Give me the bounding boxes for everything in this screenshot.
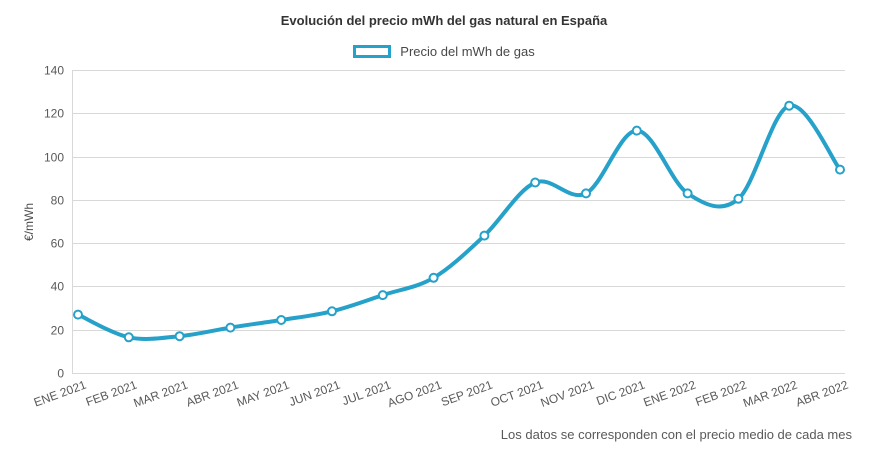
x-tick-label: MAR 2022	[741, 378, 799, 411]
y-tick-label: 60	[51, 237, 65, 251]
x-tick-label: ENE 2021	[32, 378, 88, 410]
data-point-marker[interactable]	[530, 177, 541, 188]
data-point-marker[interactable]	[225, 322, 236, 333]
y-tick-label: 120	[44, 107, 64, 121]
legend-item[interactable]: Precio del mWh de gas	[0, 44, 888, 59]
data-point-marker[interactable]	[428, 272, 439, 283]
y-axis-title: €/mWh	[22, 203, 36, 242]
x-tick-label: FEB 2021	[84, 378, 139, 410]
data-point-marker[interactable]	[174, 331, 185, 342]
data-point-marker[interactable]	[733, 193, 744, 204]
x-tick-label: JUN 2021	[287, 378, 342, 410]
data-point-marker[interactable]	[631, 125, 642, 136]
series-line	[76, 103, 842, 341]
data-point-marker[interactable]	[276, 315, 287, 325]
x-tick-label: NOV 2021	[539, 378, 597, 410]
data-point-marker[interactable]	[123, 332, 134, 343]
data-point-marker[interactable]	[682, 188, 693, 199]
x-tick-label: SEP 2021	[439, 378, 495, 410]
y-tick-label: 20	[51, 324, 65, 338]
x-tick-label: ENE 2022	[641, 378, 697, 410]
x-tick-label: OCT 2021	[489, 378, 546, 410]
x-tick-label: MAY 2021	[235, 378, 292, 410]
y-tick-label: 80	[51, 194, 65, 208]
x-tick-label: JUL 2021	[340, 378, 393, 409]
y-tick-label: 0	[57, 367, 64, 381]
chart-title: Evolución del precio mWh del gas natural…	[280, 13, 608, 28]
data-point-marker[interactable]	[581, 188, 591, 199]
data-point-marker[interactable]	[327, 306, 337, 317]
x-tick-label: MAR 2021	[132, 378, 190, 411]
data-point-marker[interactable]	[784, 100, 795, 111]
legend-swatch-icon	[353, 45, 392, 58]
data-point-marker[interactable]	[835, 164, 845, 175]
y-tick-label: 100	[44, 151, 64, 165]
y-tick-label: 140	[44, 64, 64, 78]
legend-label: Precio del mWh de gas	[400, 44, 535, 59]
x-tick-label: DIC 2021	[594, 378, 647, 409]
x-tick-label: ABR 2022	[794, 378, 850, 410]
x-tick-label: ABR 2021	[184, 378, 240, 410]
data-point-marker[interactable]	[479, 230, 490, 241]
x-tick-label: AGO 2021	[386, 378, 444, 411]
data-point-marker[interactable]	[73, 309, 83, 320]
y-tick-label: 40	[51, 280, 65, 294]
data-point-marker[interactable]	[377, 290, 388, 301]
x-tick-label: FEB 2022	[693, 378, 748, 410]
chart-footnote: Los datos se corresponden con el precio …	[500, 427, 852, 442]
